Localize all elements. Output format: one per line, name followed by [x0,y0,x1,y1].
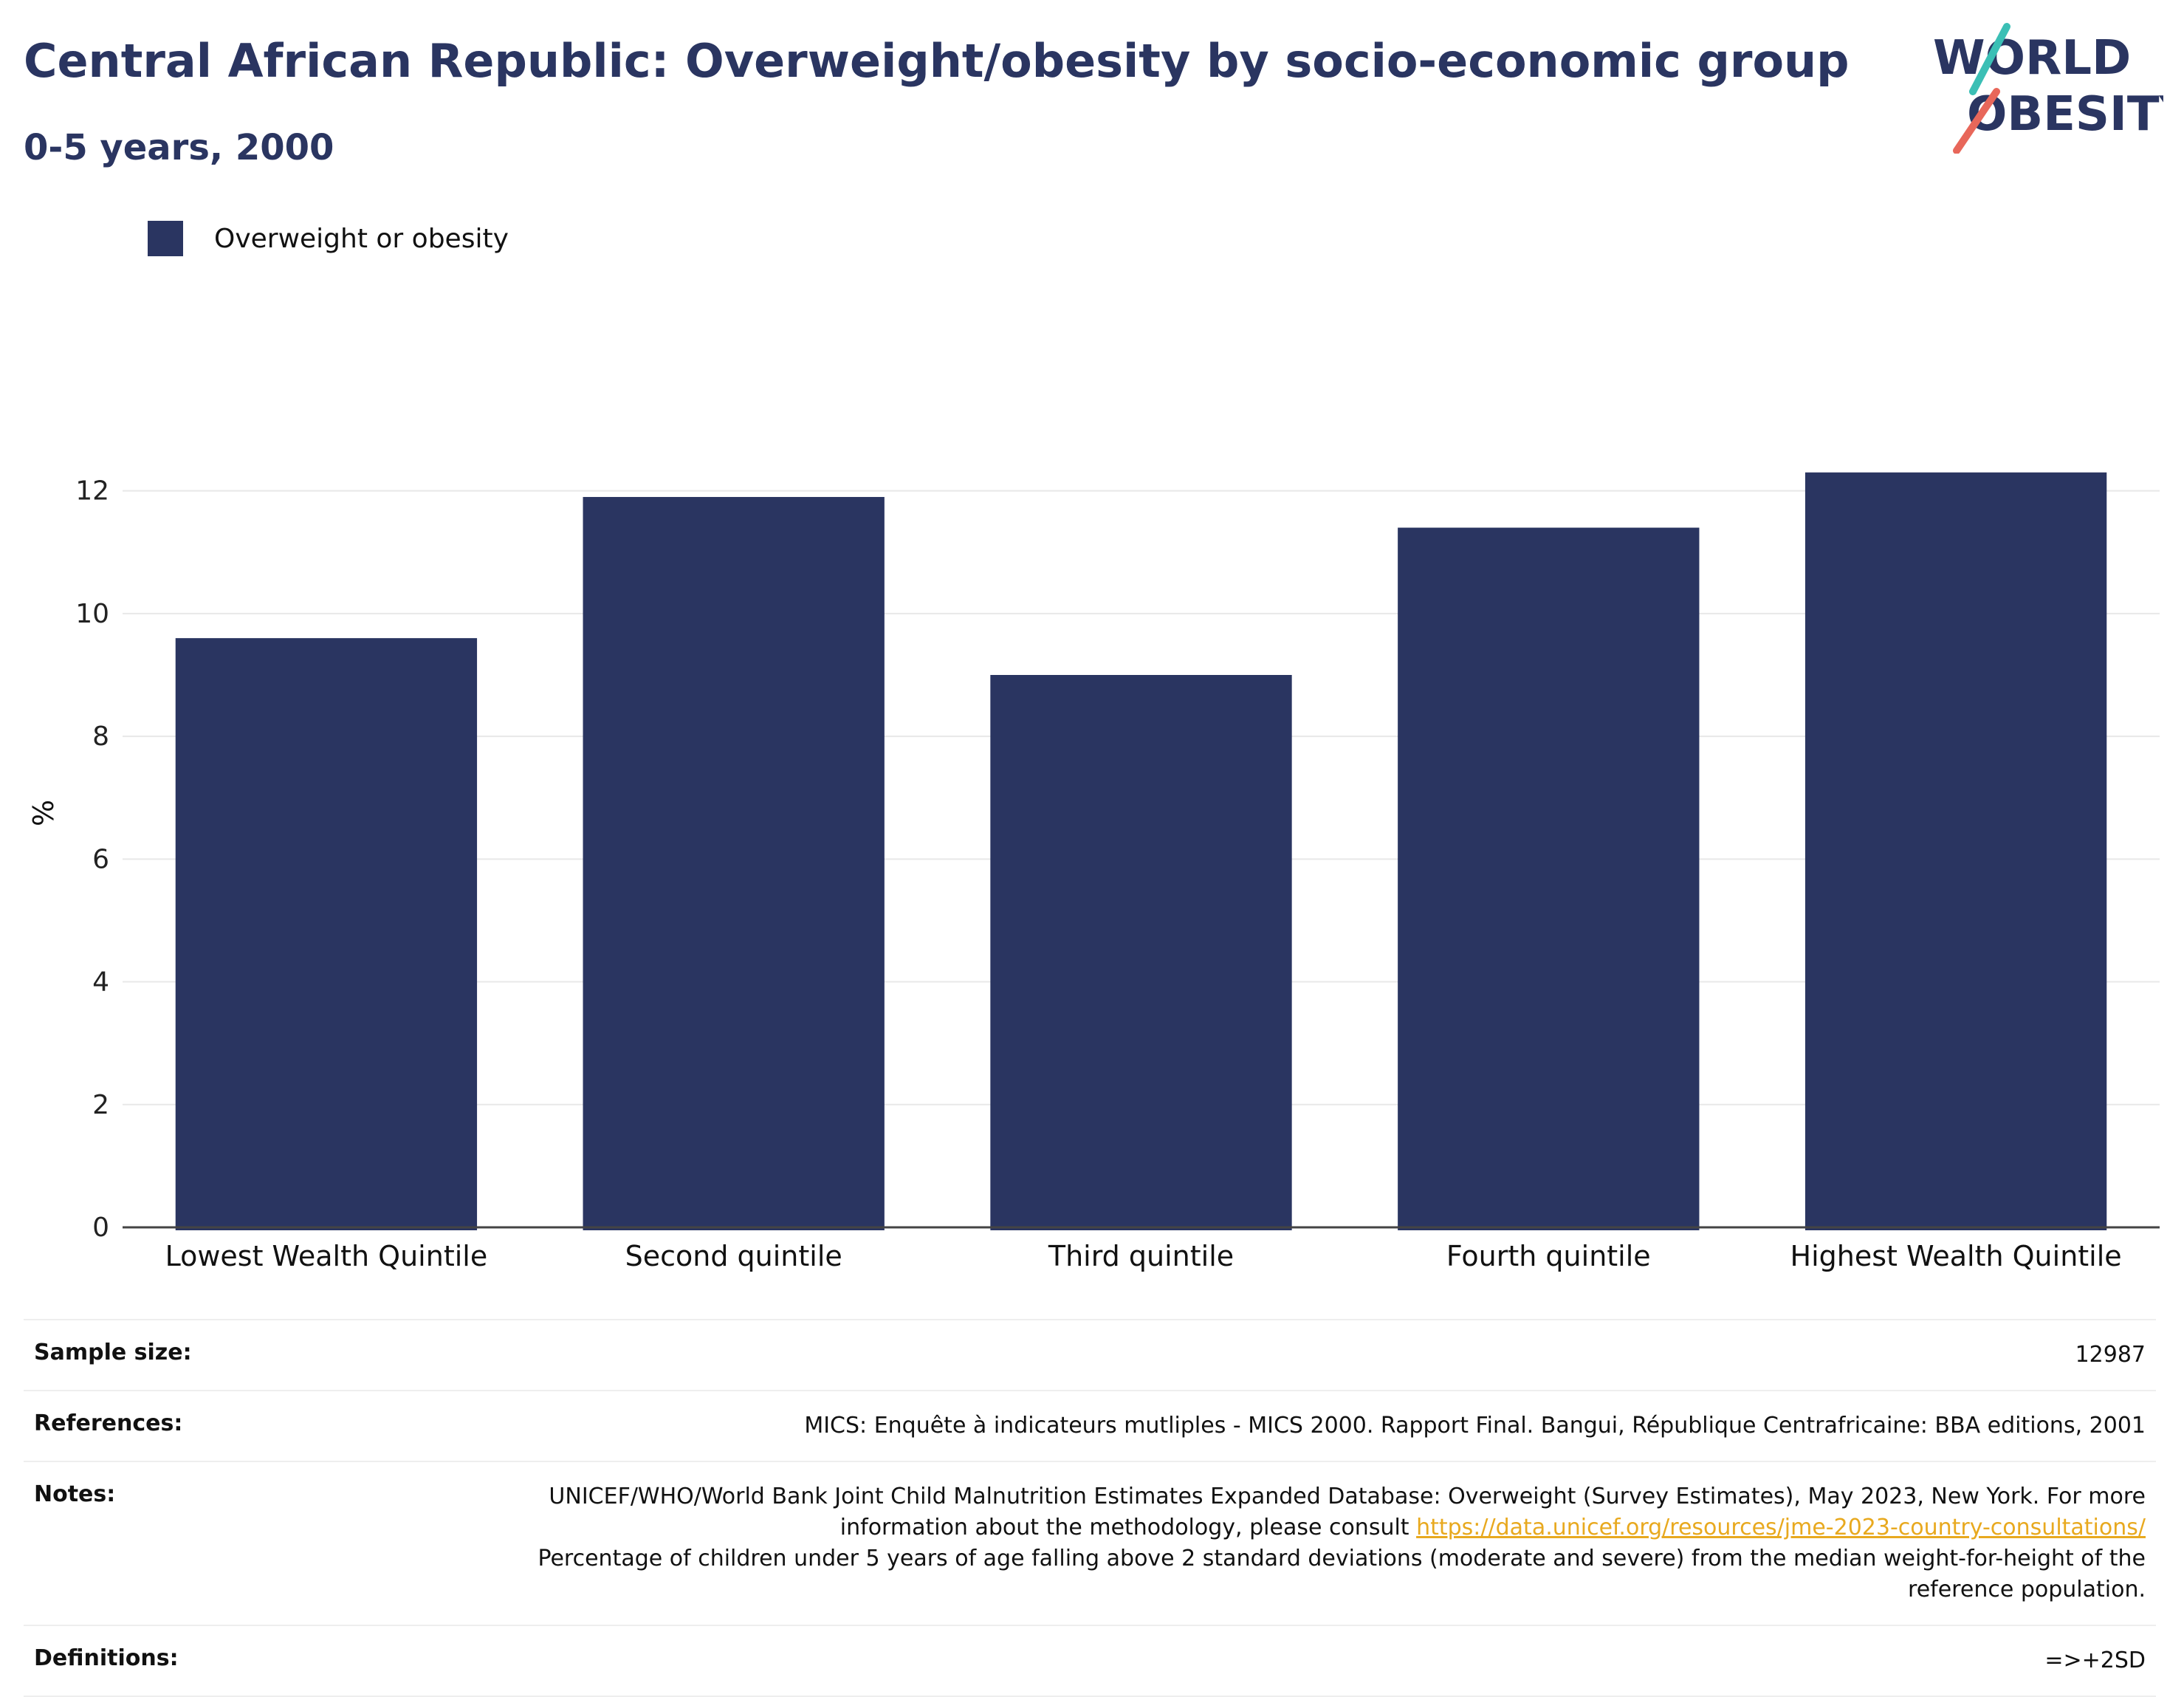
x-tick-label: Fourth quintile [1446,1240,1651,1272]
chart-title: Central African Republic: Overweight/obe… [24,34,1850,88]
legend-swatch [148,221,183,256]
x-tick-label: Third quintile [1048,1240,1234,1272]
definitions-row: Definitions: =>+2SD [24,1625,2156,1697]
y-tick-label: 10 [75,599,109,629]
bars [175,472,2107,1230]
notes-label: Notes: [34,1481,116,1507]
y-tick-label: 2 [92,1090,109,1120]
definitions-label: Definitions: [34,1645,179,1671]
logo-coral-slash [1953,88,2000,154]
x-tick-label: Lowest Wealth Quintile [165,1240,488,1272]
references-value: MICS: Enquête à indicateurs mutliples - … [804,1413,2146,1439]
bar [1398,527,1700,1230]
logo-line2: OBESITY [1967,87,2163,142]
chart-legend[interactable]: Overweight or obesity [148,220,509,257]
y-tick-label: 4 [92,967,109,998]
world-obesity-logo: WORLD OBESITY [1933,23,2163,154]
references-row: References: MICS: Enquête à indicateurs … [24,1390,2156,1461]
notes-value: UNICEF/WHO/World Bank Joint Child Malnut… [521,1481,2146,1605]
notes-text-2: Percentage of children under 5 years of … [538,1546,2146,1602]
sample-size-label: Sample size: [34,1340,192,1365]
bar [990,675,1292,1230]
references-label: References: [34,1410,183,1436]
bar-chart: 0 2 4 6 8 10 12% Lowest Wealth Quintile Second q… [27,472,2160,1272]
bar [1804,472,2107,1230]
y-tick-label: 6 [92,844,109,874]
notes-link[interactable]: https://data.unicef.org/resources/jme-20… [1416,1515,2146,1540]
y-tick-label: 0 [92,1213,109,1243]
y-tick-label: 12 [75,476,109,507]
chart-subtitle: 0-5 years, 2000 [24,127,334,168]
bar [175,638,478,1230]
y-tick-label: 8 [92,721,109,752]
sample-size-value: 12987 [2075,1342,2146,1368]
bar [583,496,885,1230]
y-axis-label: % [27,800,60,826]
definitions-value: =>+2SD [2044,1648,2146,1673]
logo-teal-slash [1969,23,2010,95]
x-tick-label: Second quintile [625,1240,842,1272]
notes-row: Notes: UNICEF/WHO/World Bank Joint Child… [24,1461,2156,1625]
sample-size-row: Sample size: 12987 [24,1319,2156,1390]
logo-line1: WORLD [1933,31,2131,86]
info-table: Sample size: 12987 References: MICS: Enq… [24,1319,2156,1697]
x-tick-label: Highest Wealth Quintile [1790,1240,2122,1272]
notes-text-1: UNICEF/WHO/World Bank Joint Child Malnut… [549,1484,2146,1540]
legend-label: Overweight or obesity [214,223,509,254]
axes: 0 2 4 6 8 10 12% Lowest Wealth Quintile Second q… [27,476,2160,1272]
